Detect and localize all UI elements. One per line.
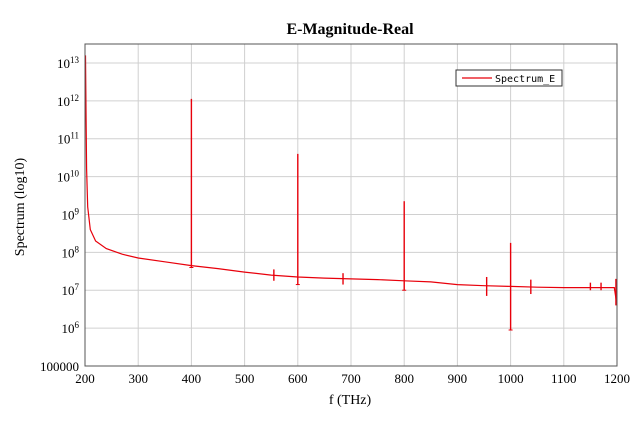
y-tick-label: 1013 [57, 55, 80, 71]
y-axis-label: Spectrum (log10) [13, 157, 28, 256]
y-tick-label: 107 [62, 282, 80, 298]
x-tick-labels: 200 300 400 500 600 700 800 900 1000 1100 1200 [75, 371, 630, 386]
series-spectrum-e [84, 55, 618, 331]
x-tick-label: 1000 [498, 371, 524, 386]
x-tick-label: 400 [182, 371, 202, 386]
x-tick-label: 900 [448, 371, 468, 386]
legend: Spectrum_E [455, 69, 563, 87]
y-tick-label: 109 [62, 206, 80, 222]
x-tick-label: 500 [235, 371, 255, 386]
x-tick-label: 600 [288, 371, 308, 386]
x-tick-label: 1200 [604, 371, 630, 386]
series-line [84, 55, 618, 306]
x-axis-label: f (THz) [329, 393, 372, 408]
plot-frame [84, 43, 618, 367]
legend-label-spectrum-e: Spectrum_E [495, 74, 555, 85]
y-tick-label: 106 [62, 320, 80, 336]
x-tick-label: 1100 [551, 371, 577, 386]
chart-title: E-Magnitude-Real [286, 21, 414, 38]
y-tick-label: 1010 [57, 169, 80, 185]
x-tick-label: 200 [75, 371, 95, 386]
x-tick-label: 300 [128, 371, 148, 386]
y-tick-label: 100000 [40, 359, 79, 374]
y-tick-label: 108 [62, 244, 80, 260]
x-tick-label: 800 [394, 371, 414, 386]
y-tick-labels: 100000 106 107 108 109 1010 1011 1012 1013 [40, 55, 80, 374]
y-tick-label: 1012 [57, 93, 79, 109]
legend-box [455, 69, 563, 87]
x-tick-label: 700 [341, 371, 361, 386]
y-tick-label: 1011 [57, 131, 79, 147]
